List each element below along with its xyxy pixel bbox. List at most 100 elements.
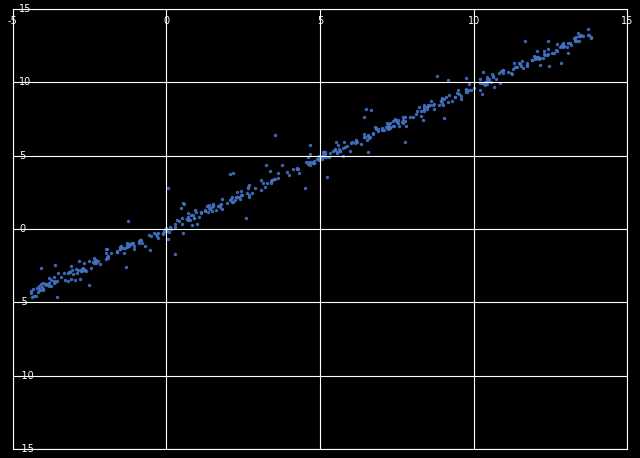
Point [306, 159, 316, 166]
Point [269, 175, 280, 183]
Point [540, 51, 550, 58]
Point [434, 101, 444, 108]
Point [419, 104, 429, 111]
Point [177, 214, 187, 222]
Point [227, 198, 237, 206]
Point [444, 92, 454, 99]
Point [358, 113, 369, 120]
Point [576, 31, 586, 38]
Point [146, 233, 156, 240]
Point [494, 69, 504, 76]
Point [176, 204, 186, 211]
Point [63, 270, 73, 277]
Point [122, 244, 132, 251]
Point [243, 185, 253, 192]
Text: 0: 0 [19, 224, 25, 234]
Point [452, 86, 463, 93]
Point [324, 154, 334, 161]
Point [400, 138, 410, 146]
Point [513, 59, 524, 66]
Point [506, 69, 516, 76]
Point [488, 83, 499, 91]
Point [570, 38, 580, 45]
Point [207, 203, 217, 211]
Point [234, 195, 244, 202]
Point [533, 54, 543, 61]
Point [232, 194, 243, 201]
Point [49, 278, 60, 285]
Point [244, 193, 255, 201]
Point [183, 217, 193, 224]
Point [359, 133, 369, 141]
Point [170, 224, 180, 231]
Point [44, 274, 54, 282]
Point [59, 269, 69, 276]
Point [422, 104, 432, 111]
Point [124, 242, 134, 250]
Point [531, 55, 541, 63]
Point [309, 159, 319, 166]
Point [183, 213, 193, 221]
Point [408, 113, 419, 120]
Point [365, 133, 375, 141]
Point [144, 231, 154, 239]
Point [356, 141, 366, 148]
Point [213, 202, 223, 210]
Point [371, 124, 381, 131]
Point [379, 126, 389, 133]
Point [196, 208, 206, 216]
Point [317, 151, 328, 158]
Point [72, 270, 82, 277]
Point [542, 51, 552, 59]
Point [242, 189, 252, 196]
Point [476, 79, 486, 87]
Point [152, 234, 163, 241]
Text: 5: 5 [19, 151, 25, 161]
Point [400, 114, 410, 121]
Point [515, 60, 525, 67]
Point [439, 95, 449, 102]
Point [422, 102, 433, 109]
Point [112, 247, 122, 255]
Point [159, 227, 170, 234]
Text: 5: 5 [317, 16, 323, 27]
Point [166, 225, 177, 233]
Point [437, 95, 447, 102]
Point [452, 90, 462, 97]
Point [234, 193, 244, 201]
Point [390, 116, 400, 124]
Point [115, 243, 125, 251]
Point [227, 193, 237, 201]
Point [477, 68, 488, 76]
Point [419, 102, 429, 109]
Point [318, 153, 328, 160]
Point [575, 33, 586, 40]
Point [52, 278, 63, 285]
Point [397, 117, 408, 124]
Point [527, 57, 538, 64]
Point [41, 280, 51, 288]
Point [115, 245, 125, 253]
Point [305, 150, 315, 158]
Point [273, 174, 284, 181]
Point [383, 124, 394, 131]
Point [120, 244, 130, 251]
Point [81, 267, 91, 274]
Point [79, 260, 89, 267]
Point [556, 43, 566, 50]
Point [545, 63, 555, 70]
Point [377, 125, 387, 132]
Point [498, 69, 508, 76]
Point [270, 132, 280, 139]
Point [385, 123, 396, 131]
Point [89, 254, 99, 262]
Point [31, 293, 42, 300]
Point [126, 240, 136, 247]
Point [522, 62, 532, 70]
Point [150, 230, 161, 238]
Point [516, 62, 526, 70]
Point [215, 203, 225, 210]
Point [570, 35, 580, 42]
Point [477, 90, 488, 98]
Point [483, 77, 493, 85]
